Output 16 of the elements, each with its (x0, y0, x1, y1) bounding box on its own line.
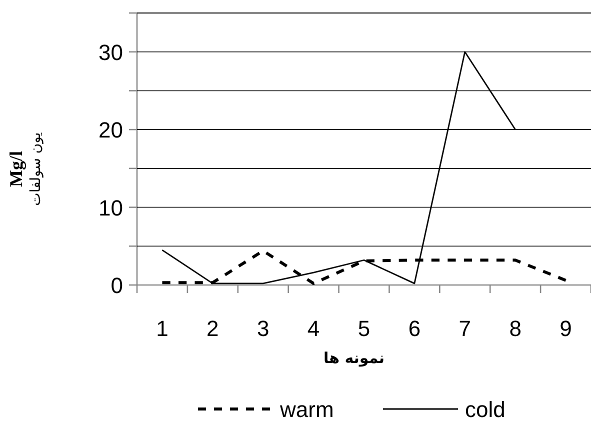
x-tick-label: 8 (509, 316, 522, 341)
legend-label: warm (279, 397, 334, 422)
legend-label: cold (465, 397, 506, 422)
x-tick-label: 2 (206, 316, 219, 341)
x-tick-label: 3 (256, 316, 270, 341)
y-tick-label: 20 (98, 118, 123, 143)
x-axis-title: نمونه ها (323, 349, 385, 367)
y-tick-label: 0 (110, 273, 123, 298)
x-tick-label: 5 (358, 316, 370, 341)
x-tick-label: 4 (307, 316, 320, 341)
y-tick-label: 10 (98, 195, 123, 220)
x-tick-label: 7 (458, 316, 472, 341)
x-tick-label: 6 (408, 316, 421, 341)
y-tick-label: 30 (98, 40, 123, 65)
x-tick-label: 1 (156, 316, 168, 341)
x-tick-label: 9 (560, 316, 572, 341)
